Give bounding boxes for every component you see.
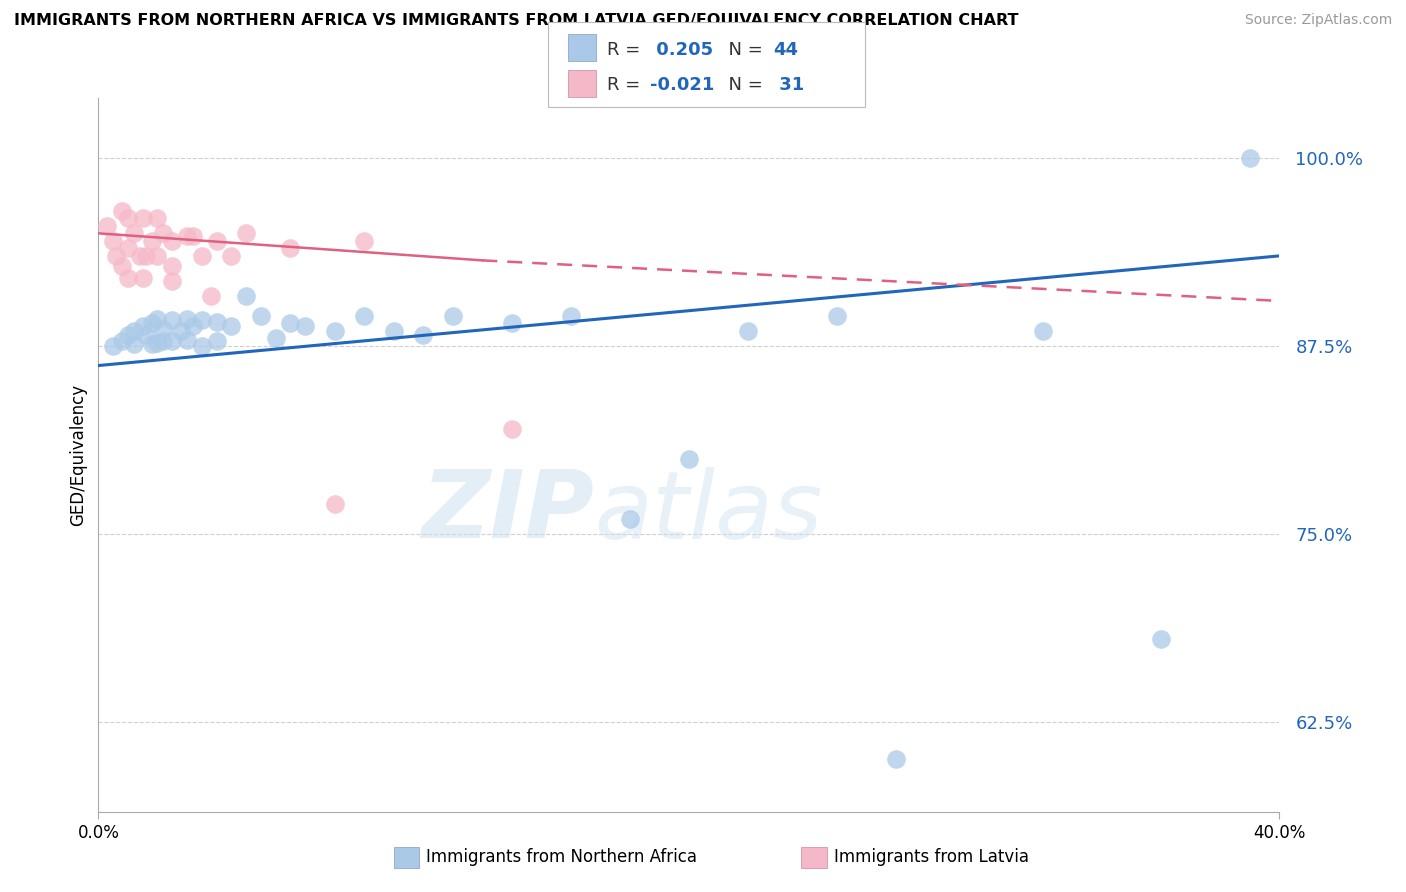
Point bbox=[323, 497, 346, 511]
Point bbox=[111, 334, 134, 349]
Point bbox=[152, 322, 174, 336]
Point bbox=[353, 309, 375, 323]
Point bbox=[132, 211, 155, 226]
Point bbox=[128, 249, 150, 263]
Point bbox=[250, 309, 273, 323]
Text: ZIP: ZIP bbox=[422, 466, 595, 558]
Point bbox=[105, 249, 128, 263]
Point bbox=[191, 339, 214, 353]
Point bbox=[737, 324, 759, 338]
Point bbox=[323, 324, 346, 338]
Text: 44: 44 bbox=[773, 40, 799, 59]
Point bbox=[353, 234, 375, 248]
Point bbox=[235, 227, 257, 241]
Point bbox=[181, 319, 204, 334]
Text: atlas: atlas bbox=[595, 467, 823, 558]
Text: 31: 31 bbox=[773, 76, 804, 95]
Text: N =: N = bbox=[717, 40, 769, 59]
Point bbox=[200, 289, 222, 303]
Text: R =: R = bbox=[607, 76, 647, 95]
Point bbox=[1150, 632, 1173, 646]
Point bbox=[117, 328, 139, 343]
Point bbox=[825, 309, 848, 323]
Point bbox=[176, 333, 198, 347]
Point bbox=[884, 752, 907, 766]
Text: IMMIGRANTS FROM NORTHERN AFRICA VS IMMIGRANTS FROM LATVIA GED/EQUIVALENCY CORREL: IMMIGRANTS FROM NORTHERN AFRICA VS IMMIG… bbox=[14, 13, 1018, 29]
Point bbox=[191, 249, 214, 263]
Point bbox=[181, 229, 204, 244]
Point bbox=[441, 309, 464, 323]
Point bbox=[146, 249, 169, 263]
Point bbox=[678, 451, 700, 466]
Point bbox=[162, 274, 183, 288]
Point bbox=[96, 219, 118, 233]
Point bbox=[152, 334, 174, 349]
Point bbox=[382, 324, 405, 338]
Point bbox=[501, 422, 523, 436]
Point bbox=[122, 324, 145, 338]
Point bbox=[132, 319, 155, 334]
Point bbox=[135, 328, 157, 343]
Text: Immigrants from Northern Africa: Immigrants from Northern Africa bbox=[426, 848, 697, 866]
Point bbox=[152, 227, 174, 241]
Point bbox=[103, 339, 125, 353]
Point bbox=[122, 227, 145, 241]
Point bbox=[560, 309, 582, 323]
Point bbox=[141, 337, 163, 351]
Point bbox=[1032, 324, 1054, 338]
Point bbox=[176, 229, 198, 244]
Point bbox=[278, 241, 302, 255]
Y-axis label: GED/Equivalency: GED/Equivalency bbox=[69, 384, 87, 526]
Point bbox=[162, 234, 183, 248]
Point bbox=[117, 211, 139, 226]
Point bbox=[162, 313, 183, 327]
Point bbox=[205, 234, 228, 248]
Point bbox=[501, 317, 523, 331]
Point bbox=[111, 260, 134, 274]
Point bbox=[278, 317, 302, 331]
Text: N =: N = bbox=[717, 76, 769, 95]
Text: Source: ZipAtlas.com: Source: ZipAtlas.com bbox=[1244, 13, 1392, 28]
Point bbox=[219, 319, 242, 334]
Text: Immigrants from Latvia: Immigrants from Latvia bbox=[834, 848, 1029, 866]
Point bbox=[191, 313, 214, 327]
Text: -0.021: -0.021 bbox=[650, 76, 714, 95]
Point bbox=[219, 249, 242, 263]
Point bbox=[135, 249, 157, 263]
Point bbox=[162, 334, 183, 349]
Point bbox=[205, 315, 228, 329]
Point bbox=[294, 319, 316, 334]
Point bbox=[619, 512, 641, 526]
Text: R =: R = bbox=[607, 40, 647, 59]
Point bbox=[122, 337, 145, 351]
Point bbox=[117, 271, 139, 285]
Point bbox=[1239, 151, 1261, 165]
Point bbox=[205, 334, 228, 349]
Point bbox=[141, 234, 163, 248]
Text: 0.205: 0.205 bbox=[650, 40, 713, 59]
Point bbox=[141, 317, 163, 331]
Point bbox=[412, 328, 434, 343]
Point bbox=[162, 260, 183, 274]
Point bbox=[176, 312, 198, 326]
Point bbox=[111, 203, 134, 218]
Point bbox=[103, 234, 125, 248]
Point bbox=[132, 271, 155, 285]
Point bbox=[170, 324, 193, 338]
Point bbox=[264, 331, 287, 345]
Point bbox=[117, 241, 139, 255]
Point bbox=[235, 289, 257, 303]
Point bbox=[146, 312, 169, 326]
Point bbox=[146, 211, 169, 226]
Point bbox=[146, 336, 169, 351]
